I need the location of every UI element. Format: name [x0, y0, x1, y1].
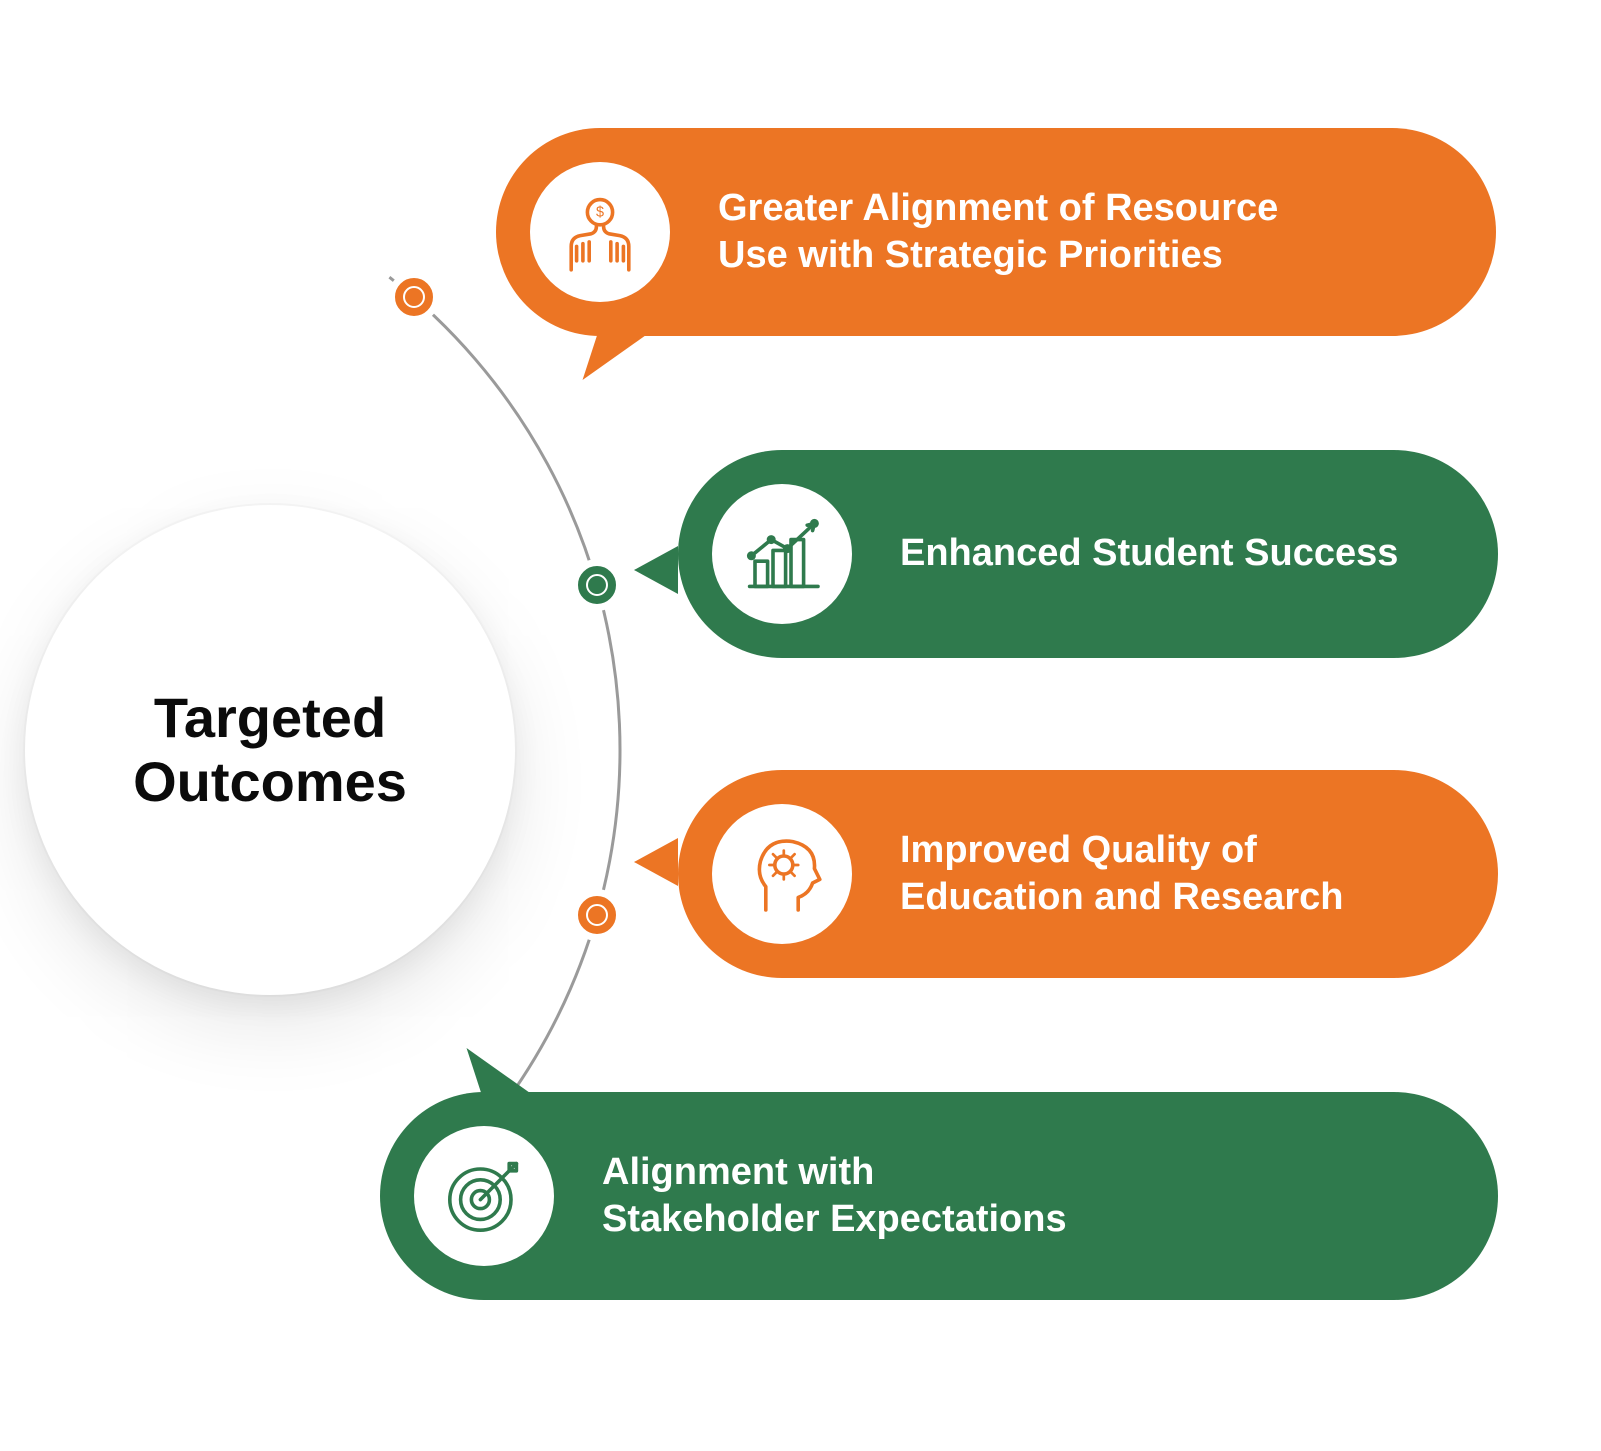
outcome-icon-circle	[712, 484, 852, 624]
hub-circle: Targeted Outcomes	[25, 505, 515, 995]
outcome-label-line: Greater Alignment of Resource	[718, 187, 1278, 229]
outcome-label-line: Improved Quality of	[900, 829, 1257, 871]
outcome-bar: Improved Quality of Education and Researc…	[678, 770, 1498, 978]
bar-chart-up-icon	[737, 509, 827, 599]
outcome-label: Improved Quality of Education and Researc…	[900, 827, 1343, 922]
target-icon	[439, 1151, 529, 1241]
outcome-label-line: Alignment with	[602, 1151, 874, 1193]
connector-dot	[571, 889, 623, 941]
outcome-bar: Alignment with Stakeholder Expectations	[380, 1092, 1498, 1300]
outcome-icon-circle	[414, 1126, 554, 1266]
outcome-label-line: Education and Research	[900, 876, 1343, 918]
outcome-label: Greater Alignment of Resource Use with St…	[718, 185, 1278, 280]
outcome-label-line: Use with Strategic Priorities	[718, 234, 1223, 276]
hub-title-line1: Targeted	[154, 686, 386, 749]
hub-title-line2: Outcomes	[133, 750, 407, 813]
connector-dot	[571, 559, 623, 611]
outcome-label-line: Stakeholder Expectations	[602, 1198, 1067, 1240]
connector-dot	[388, 271, 440, 323]
hands-money-icon: $	[555, 187, 645, 277]
hub-title: Targeted Outcomes	[133, 686, 407, 815]
outcome-icon-circle	[712, 804, 852, 944]
outcome-label-line: Enhanced Student Success	[900, 532, 1398, 574]
outcome-bar: $ Greater Alignment of Resource Use with …	[496, 128, 1496, 336]
svg-text:$: $	[596, 205, 604, 221]
outcome-label: Alignment with Stakeholder Expectations	[602, 1149, 1067, 1244]
head-gear-icon	[737, 829, 827, 919]
outcome-bar: Enhanced Student Success	[678, 450, 1498, 658]
outcome-icon-circle: $	[530, 162, 670, 302]
speech-tail	[634, 838, 678, 886]
outcome-label: Enhanced Student Success	[900, 530, 1398, 578]
speech-tail	[634, 546, 678, 594]
